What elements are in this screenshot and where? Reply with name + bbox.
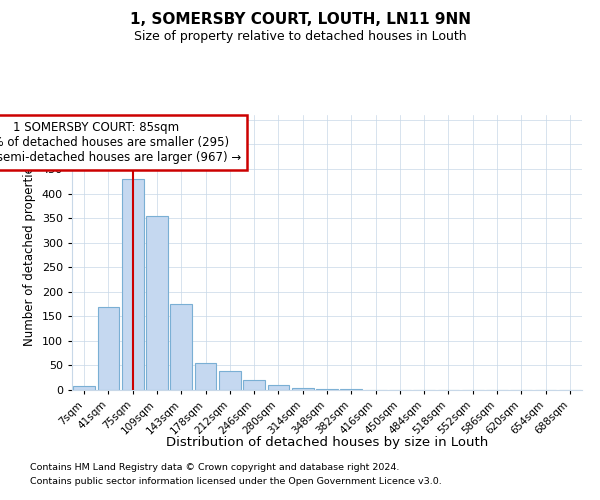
- Bar: [316, 389, 338, 390]
- Text: Distribution of detached houses by size in Louth: Distribution of detached houses by size …: [166, 436, 488, 449]
- Text: Size of property relative to detached houses in Louth: Size of property relative to detached ho…: [134, 30, 466, 43]
- Bar: [170, 304, 192, 390]
- Bar: [122, 179, 143, 390]
- Text: Contains HM Land Registry data © Crown copyright and database right 2024.: Contains HM Land Registry data © Crown c…: [30, 464, 400, 472]
- Text: 1 SOMERSBY COURT: 85sqm
← 23% of detached houses are smaller (295)
76% of semi-d: 1 SOMERSBY COURT: 85sqm ← 23% of detache…: [0, 121, 241, 164]
- Bar: [97, 306, 119, 390]
- Bar: [194, 363, 217, 390]
- Bar: [268, 385, 289, 390]
- Bar: [292, 388, 314, 390]
- Bar: [243, 380, 265, 390]
- Bar: [219, 372, 241, 390]
- Y-axis label: Number of detached properties: Number of detached properties: [23, 160, 36, 346]
- Bar: [340, 389, 362, 390]
- Bar: [146, 216, 168, 390]
- Text: 1, SOMERSBY COURT, LOUTH, LN11 9NN: 1, SOMERSBY COURT, LOUTH, LN11 9NN: [130, 12, 470, 28]
- Bar: [73, 386, 95, 390]
- Text: Contains public sector information licensed under the Open Government Licence v3: Contains public sector information licen…: [30, 477, 442, 486]
